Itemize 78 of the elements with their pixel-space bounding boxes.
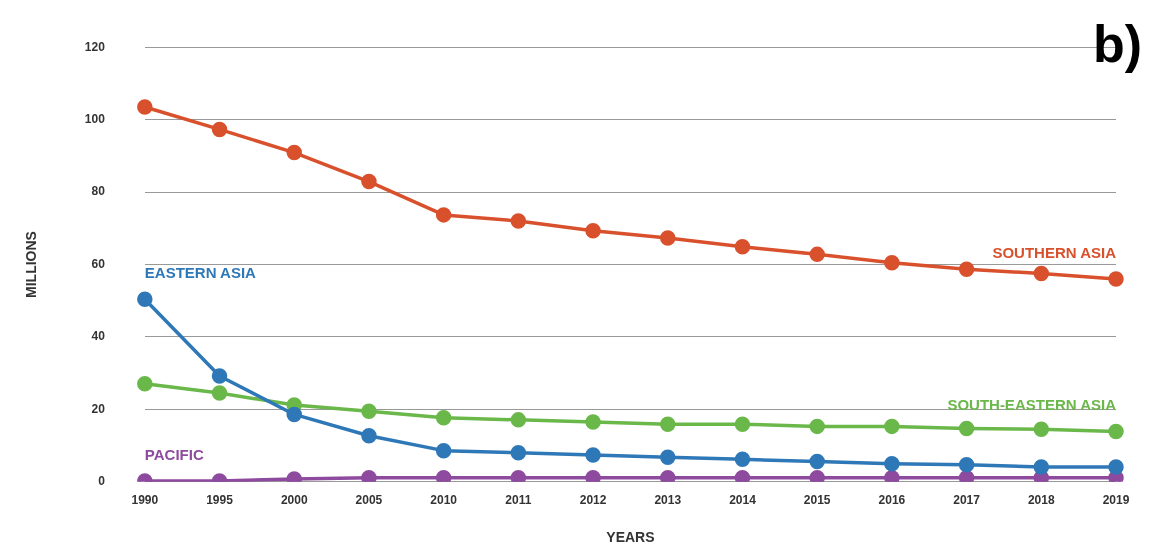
x-tick-label: 2013 [654, 493, 682, 508]
y-axis-title: MILLIONS [23, 231, 40, 298]
point [884, 254, 900, 271]
point [361, 428, 377, 444]
x-tick-label: 2019 [1102, 493, 1130, 508]
point [435, 442, 452, 459]
x-tick-label: 2010 [430, 493, 458, 508]
y-tick-label: 100 [84, 111, 106, 126]
point [211, 121, 228, 138]
point [286, 144, 302, 161]
point [510, 412, 527, 428]
point [660, 470, 676, 482]
point [361, 403, 377, 419]
y-tick-label: 0 [98, 474, 106, 489]
x-tick-label: 2000 [280, 493, 308, 508]
point [137, 291, 153, 308]
y-tick-label: 80 [91, 184, 106, 199]
point [809, 418, 825, 435]
point [734, 451, 751, 468]
series-label: SOUTH-EASTERN ASIA [947, 396, 1117, 414]
point [734, 239, 751, 255]
point [1108, 423, 1124, 440]
y-tick-label: 20 [91, 401, 106, 416]
point [137, 375, 153, 392]
point [435, 409, 452, 426]
y-tick-label: 120 [84, 39, 106, 54]
x-tick-label: 2011 [505, 493, 532, 508]
point [809, 246, 825, 263]
x-tick-label: 1990 [131, 493, 159, 508]
point [435, 207, 452, 223]
point [510, 470, 527, 482]
series-label: EASTERN ASIA [144, 263, 257, 281]
x-tick-label: 2014 [729, 493, 757, 508]
point [884, 470, 900, 482]
x-tick-label: 2015 [803, 493, 831, 508]
point [286, 406, 302, 423]
point [958, 261, 975, 277]
point [211, 368, 228, 384]
point [958, 457, 975, 473]
point [1033, 421, 1050, 438]
point [660, 449, 676, 465]
point [585, 447, 601, 463]
point [1108, 459, 1124, 475]
point [585, 414, 601, 430]
x-tick-label: 2005 [355, 493, 383, 508]
point [884, 418, 900, 435]
point [211, 385, 228, 401]
y-tick-label: 60 [91, 256, 106, 271]
y-tick-label: 40 [91, 329, 106, 344]
point [734, 470, 751, 482]
point [884, 455, 900, 472]
x-tick-label: 2012 [579, 493, 607, 508]
x-axis-title: YEARS [606, 529, 655, 546]
point [958, 420, 975, 437]
x-tick-label: 1995 [206, 493, 234, 508]
series-label: SOUTHERN ASIA [992, 243, 1117, 261]
point [361, 173, 377, 190]
point [1108, 271, 1124, 287]
series-label: PACIFIC [144, 445, 204, 463]
chart-title: b) [1092, 15, 1142, 74]
point [809, 470, 825, 482]
x-tick-label: 2018 [1027, 493, 1055, 508]
x-tick-label: 2016 [878, 493, 906, 508]
point [660, 230, 676, 246]
point [510, 445, 527, 461]
point [958, 470, 975, 482]
x-tick-label: 2017 [953, 493, 981, 508]
point [435, 470, 452, 482]
point [585, 223, 601, 239]
point [660, 416, 676, 432]
point [361, 470, 377, 482]
point [137, 99, 153, 115]
point [734, 416, 751, 432]
point [1033, 265, 1050, 282]
point [1033, 459, 1050, 475]
point [585, 470, 601, 482]
point [510, 213, 527, 229]
point [809, 453, 825, 470]
